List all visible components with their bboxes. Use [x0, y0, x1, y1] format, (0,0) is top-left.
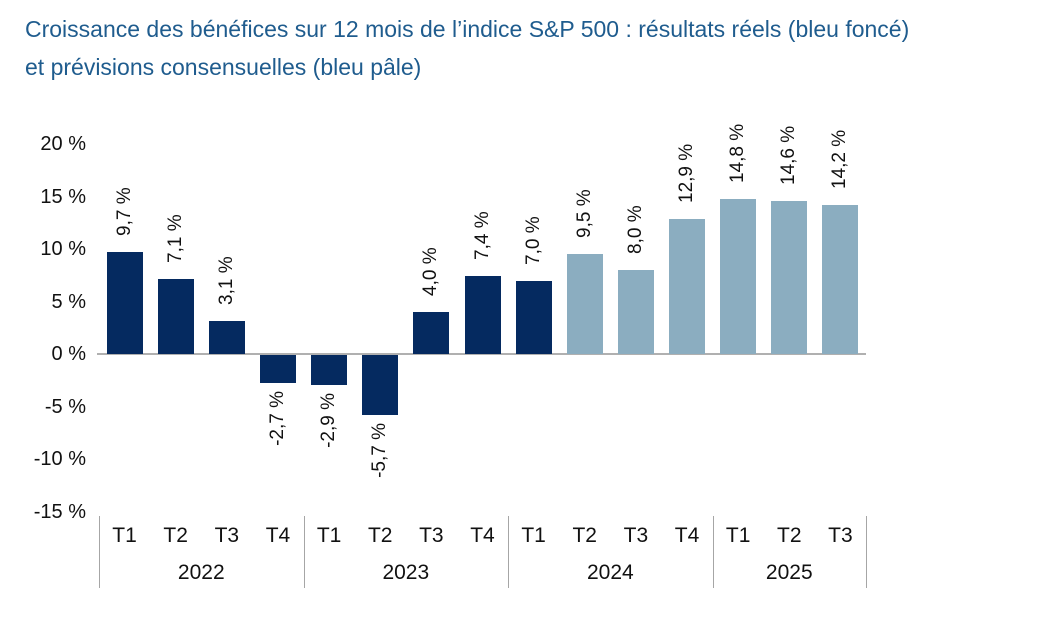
bar-2023-T3: [413, 312, 450, 354]
bar-value-label: 9,5 %: [573, 189, 595, 239]
chart-title-line2: et prévisions consensuelles (bleu pâle): [25, 54, 422, 80]
bar-value-label: -2,9 %: [318, 393, 340, 449]
x-quarter-label: T4: [470, 524, 495, 547]
bar-value-label: 14,8 %: [727, 123, 749, 183]
bar-value-label: 3,1 %: [215, 256, 237, 306]
y-tick-label: 0 %: [51, 343, 86, 365]
bar-value-label: 8,0 %: [624, 205, 646, 254]
x-quarter-label: T3: [828, 524, 853, 547]
x-year-label: 2024: [586, 561, 634, 584]
bar-2022-T3: [208, 321, 245, 354]
bar-value-label: 14,2 %: [829, 129, 851, 189]
y-tick-label: 5 %: [51, 290, 86, 313]
y-tick-label: 20 %: [40, 133, 86, 155]
x-quarter-label: T4: [265, 524, 291, 547]
bar-2023-T2: [362, 355, 399, 415]
bar-value-label: 9,7 %: [113, 187, 135, 237]
y-tick-label: -10 %: [33, 448, 86, 470]
x-year-label: 2025: [765, 561, 813, 584]
x-quarter-label: T2: [572, 524, 597, 547]
year-separator: [303, 516, 305, 588]
bar-2022-T2: [157, 279, 194, 354]
bar-2025-T3: [822, 204, 859, 354]
bar-2024-T2: [566, 254, 603, 354]
bar-2025-T1: [720, 198, 757, 354]
year-separator: [508, 516, 510, 588]
x-quarter-label: T1: [112, 524, 137, 547]
x-year-label: 2023: [382, 561, 430, 584]
bar-2022-T4: [259, 355, 296, 384]
bar-value-label: 7,4 %: [471, 211, 493, 261]
y-tick-label: -5 %: [44, 395, 86, 418]
bar-value-label: 14,6 %: [778, 125, 800, 185]
x-quarter-label: T2: [777, 524, 802, 547]
bar-2024-T1: [515, 280, 552, 354]
x-quarter-label: T1: [521, 524, 546, 547]
x-quarter-label: T1: [725, 524, 751, 547]
year-separator: [866, 516, 867, 588]
y-tick-label: 10 %: [40, 238, 86, 260]
bar-2024-T4: [669, 218, 706, 354]
bar-value-label: 7,0 %: [522, 215, 544, 265]
year-separator: [712, 516, 714, 588]
x-quarter-label: T2: [163, 524, 188, 547]
x-quarter-label: T3: [214, 524, 240, 547]
bar-value-label: 12,9 %: [676, 143, 698, 203]
x-quarter-label: T3: [623, 524, 649, 547]
bar-value-label: 7,1 %: [164, 214, 186, 264]
bar-2024-T3: [617, 270, 654, 354]
x-axis-baseline: [97, 353, 866, 355]
x-quarter-label: T3: [419, 524, 444, 547]
chart-title-line1: Croissance des bénéfices sur 12 mois de …: [25, 16, 910, 42]
bar-value-label: -2,7 %: [266, 391, 288, 447]
bar-value-label: 4,0 %: [420, 247, 442, 296]
bar-2022-T1: [106, 252, 143, 354]
x-year-label: 2022: [177, 561, 225, 584]
year-separator: [99, 516, 100, 588]
y-tick-label: 15 %: [40, 185, 86, 208]
chart-title: Croissance des bénéfices sur 12 mois de …: [25, 10, 1055, 86]
x-quarter-label: T4: [674, 524, 700, 547]
bar-2023-T1: [311, 355, 348, 386]
bar-2023-T4: [464, 276, 501, 354]
bar-2025-T2: [771, 200, 808, 354]
x-quarter-label: T1: [316, 524, 342, 547]
y-tick-label: -15 %: [33, 500, 86, 523]
x-quarter-label: T2: [367, 524, 393, 547]
